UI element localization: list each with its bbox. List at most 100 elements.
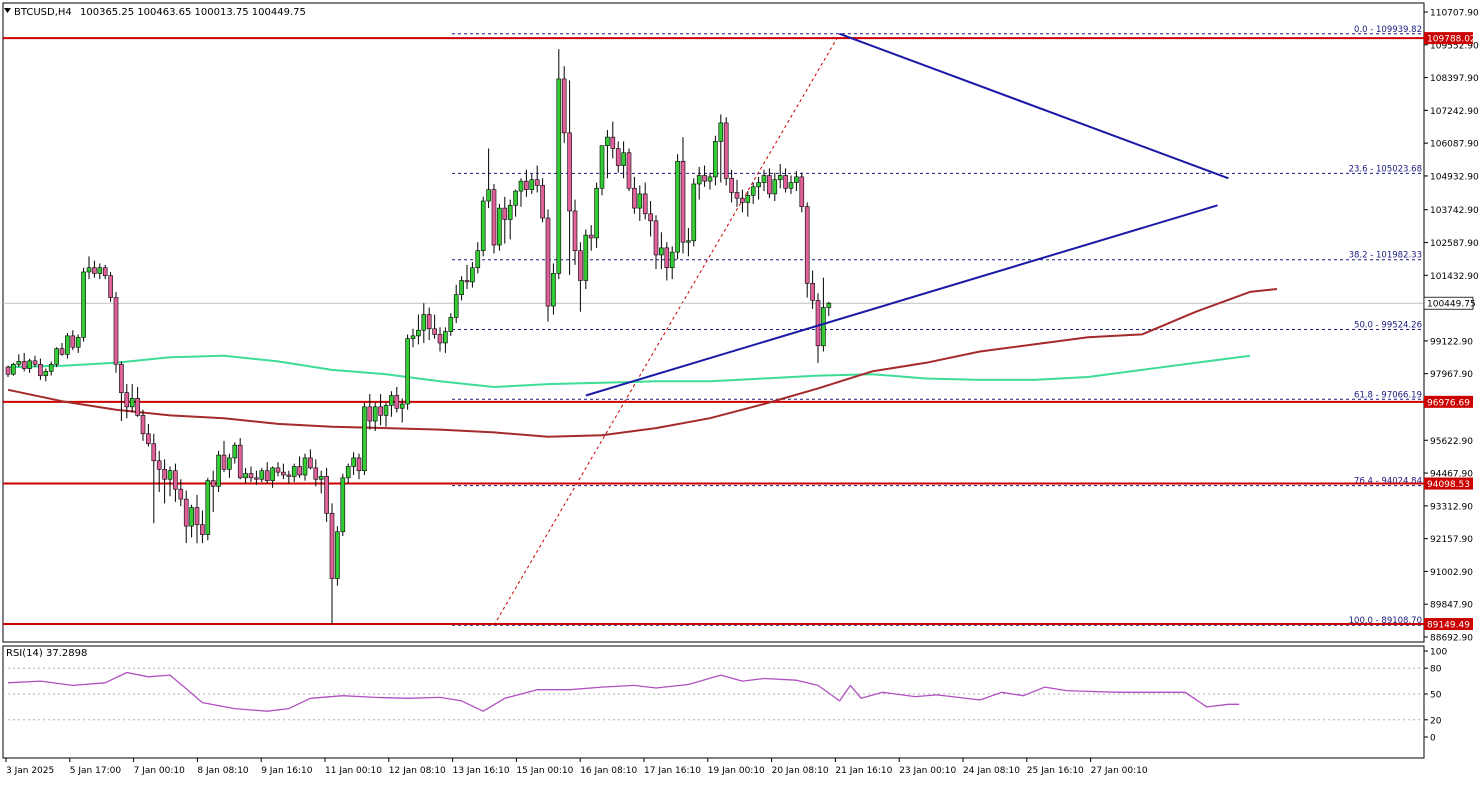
candle-bull [518, 178, 524, 207]
candle-bear [200, 510, 205, 544]
time-tick-label: 21 Jan 16:10 [835, 766, 892, 776]
candle-bull [691, 178, 697, 247]
candle-bull [16, 354, 22, 368]
candle-bull [594, 182, 599, 248]
price-badges: 109788.02 96976.69 94098.53 89149.49 100449.… [1423, 32, 1476, 631]
time-tick-label: 20 Jan 08:10 [772, 766, 829, 776]
candle-bear [626, 148, 632, 192]
time-tick-label: 5 Jan 17:00 [70, 766, 122, 776]
price-tick-label: 97967.90 [1430, 370, 1473, 380]
candle-bear [329, 503, 335, 625]
candle-bear [194, 494, 200, 544]
candle-bear [151, 433, 157, 524]
candle-bull [707, 172, 713, 190]
candle-bear [729, 169, 734, 203]
candle-bear [502, 196, 508, 244]
trendlines[interactable] [585, 32, 1229, 397]
fib-level-label: 100.0 - 89108.70 [1349, 616, 1422, 626]
candle-bear [394, 386, 400, 413]
candle-bull [75, 334, 81, 353]
candle-bear [545, 209, 551, 322]
candle-bear [92, 260, 97, 278]
fib-level-label: 23.6 - 105023.68 [1349, 164, 1422, 174]
chart-ohlc-label: 100365.25 100463.65 100013.75 100449.75 [80, 7, 306, 18]
level-price-badge: 96976.69 [1424, 395, 1473, 408]
time-tick-label: 27 Jan 00:10 [1091, 766, 1148, 776]
time-tick-label: 19 Jan 00:10 [708, 766, 765, 776]
candle-bull [599, 145, 605, 196]
candle-bull [27, 358, 32, 373]
candle-bear [178, 479, 184, 507]
fib-anchor-line[interactable] [493, 33, 841, 626]
candle-bear [815, 293, 821, 363]
candle-bull [43, 368, 49, 382]
candle-bear [367, 394, 373, 430]
candle-bull [167, 466, 173, 497]
fib-level-label: 0.0 - 109939.82 [1354, 25, 1422, 35]
candle-bear [237, 438, 243, 480]
candle-bear [275, 462, 281, 477]
candle-bull [713, 135, 718, 186]
candle-bear [810, 270, 815, 309]
candle-bull [227, 453, 232, 478]
candle-bull [362, 402, 367, 475]
candle-bear [615, 141, 621, 173]
fib-level-label: 76.4 - 94024.84 [1354, 477, 1422, 487]
candle-bull [243, 467, 248, 484]
chart-frame [2, 2, 1425, 759]
candle-bear [124, 384, 130, 419]
time-tick-label: 23 Jan 00:10 [899, 766, 956, 776]
candle-bear [432, 314, 437, 339]
candle-bear [804, 202, 810, 298]
candle-bull [443, 327, 448, 353]
candle-bear [437, 327, 443, 352]
trendline[interactable] [585, 204, 1218, 397]
candle-bear [248, 466, 254, 483]
candle-bear [108, 271, 113, 302]
candle-bull [821, 277, 826, 352]
candle-bear [297, 456, 302, 478]
candle-bull [421, 303, 427, 343]
candle-bull [556, 49, 562, 280]
price-tick-label: 91002.90 [1430, 568, 1473, 578]
candle-bear [491, 183, 497, 254]
rsi-tick-label: 20 [1430, 716, 1442, 726]
price-tick-label: 101432.90 [1430, 272, 1479, 282]
time-tick-label: 24 Jan 08:10 [963, 766, 1020, 776]
candle-bull [686, 227, 691, 257]
trendline[interactable] [839, 32, 1229, 180]
candle-bull [372, 402, 378, 431]
candle-bull [302, 453, 308, 481]
candle-bear [356, 453, 362, 480]
candle-bull [259, 467, 265, 483]
candle-bull [777, 164, 783, 189]
candle-bull [65, 333, 70, 359]
price-tick-label: 109552.90 [1430, 41, 1479, 51]
candle-bull [410, 328, 416, 348]
collapse-triangle-icon[interactable] [4, 8, 11, 13]
rsi-tick-label: 80 [1430, 665, 1442, 675]
candle-bear [156, 450, 162, 493]
price-tick-label: 99122.90 [1430, 337, 1473, 347]
candle-bull [416, 314, 421, 345]
candle-bear [426, 307, 432, 341]
price-tick-label: 95622.90 [1430, 437, 1473, 447]
candle-bear [783, 168, 788, 193]
candle-bull [486, 148, 491, 209]
candle-bull [54, 347, 59, 368]
svg-text:96976.69: 96976.69 [1427, 398, 1470, 408]
fibonacci-levels[interactable]: 0.0 - 109939.82 23.6 - 105023.68 38.2 - 10… [452, 25, 1424, 626]
time-axis: 3 Jan 2025 5 Jan 17:00 7 Jan 00:10 8 Jan 08… [5, 758, 1148, 776]
candle-bear [21, 352, 27, 372]
candle-bull [205, 477, 211, 541]
candle-bear [680, 137, 686, 254]
candle-bull [453, 284, 459, 324]
price-tick-label: 110707.90 [1430, 9, 1479, 19]
candle-bull [232, 442, 238, 464]
candle-bull [507, 199, 513, 240]
candle-bull [459, 276, 464, 301]
horizontal-levels[interactable] [3, 37, 1424, 626]
candle-bear [146, 423, 151, 447]
